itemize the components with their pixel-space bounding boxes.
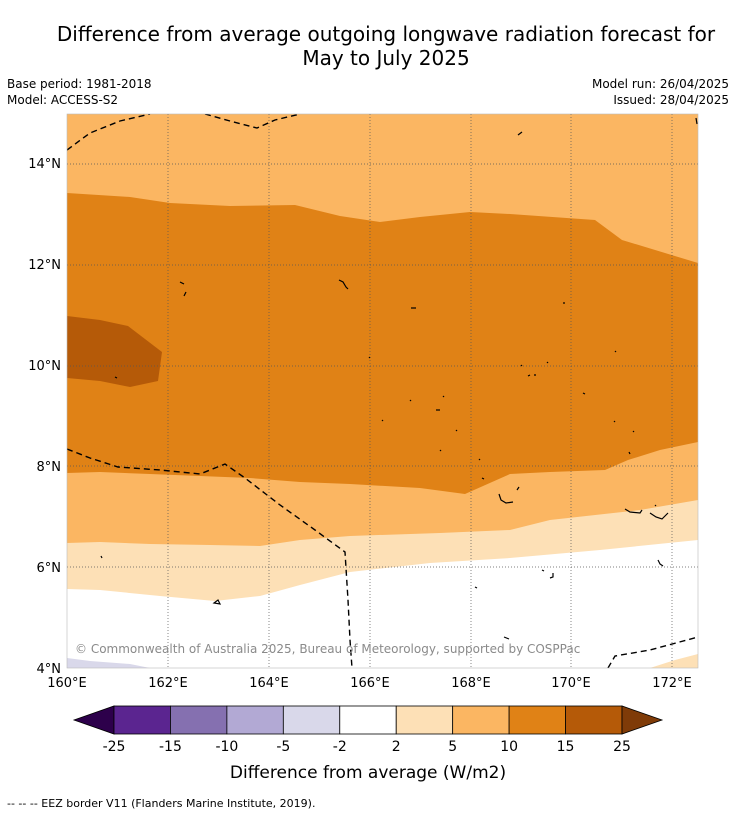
model-run: Model run: 26/04/2025 xyxy=(591,77,729,91)
lon-tick-162e: 162°E xyxy=(148,676,188,691)
title-line-2: May to July 2025 xyxy=(302,46,470,70)
colorbar-over-arrow xyxy=(621,705,664,735)
colorbar-tick-label: 25 xyxy=(613,739,631,755)
lon-tick-164e: 164°E xyxy=(249,676,289,691)
colorbar-ticks: -25 -15 -10 -5 -2 2 5 10 15 25 xyxy=(103,739,631,755)
copyright-watermark: © Commonwealth of Australia 2025, Bureau… xyxy=(75,642,580,656)
lat-tick-4n: 4°N xyxy=(37,662,62,677)
colorbar-tick-label: -25 xyxy=(103,739,126,755)
lat-ticks: 14°N 12°N 10°N 8°N 6°N 4°N xyxy=(28,157,61,677)
lon-tick-170e: 170°E xyxy=(551,676,591,691)
colorbar-segment xyxy=(452,705,510,735)
base-period: Base period: 1981-2018 xyxy=(7,77,152,91)
colorbar-segments xyxy=(113,705,623,735)
colorbar-tick-label: 10 xyxy=(500,739,518,755)
colorbar-label: Difference from average (W/m2) xyxy=(230,763,506,783)
lon-ticks: 160°E 162°E 164°E 166°E 168°E 170°E 172°… xyxy=(47,676,692,691)
lat-tick-12n: 12°N xyxy=(28,258,61,273)
colorbar-tick-label: 15 xyxy=(557,739,575,755)
colorbar-segment xyxy=(339,705,397,735)
lat-tick-10n: 10°N xyxy=(28,359,61,374)
lat-tick-14n: 14°N xyxy=(28,157,61,172)
colorbar-tick-label: -10 xyxy=(215,739,238,755)
colorbar-segment xyxy=(508,705,566,735)
colorbar-under-arrow xyxy=(72,705,115,735)
colorbar-tick-label: -15 xyxy=(159,739,182,755)
colorbar-segment xyxy=(226,705,284,735)
map-area: © Commonwealth of Australia 2025, Bureau… xyxy=(67,114,698,668)
lon-tick-160e: 160°E xyxy=(47,676,87,691)
band-15-25 xyxy=(67,316,162,387)
lat-tick-8n: 8°N xyxy=(37,460,62,475)
colorbar-tick-label: 2 xyxy=(392,739,401,755)
eez-borders xyxy=(67,114,698,668)
colorbar-tick-label: 5 xyxy=(448,739,457,755)
meta-left: Base period: 1981-2018 Model: ACCESS-S2 xyxy=(7,76,152,108)
colorbar-segment xyxy=(170,705,228,735)
band-2-5-corner xyxy=(650,654,698,668)
islands xyxy=(100,117,698,640)
colorbar: -25 -15 -10 -5 -2 2 5 10 15 25 Difference from av… xyxy=(72,705,664,783)
map-title: Difference from average outgoing longwav… xyxy=(0,22,736,70)
lon-tick-172e: 172°E xyxy=(652,676,692,691)
lon-tick-168e: 168°E xyxy=(451,676,491,691)
lon-tick-166e: 166°E xyxy=(350,676,390,691)
lat-tick-6n: 6°N xyxy=(37,561,62,576)
colorbar-tick-label: -2 xyxy=(333,739,347,755)
model-name: Model: ACCESS-S2 xyxy=(7,93,119,107)
colorbar-segment xyxy=(113,705,171,735)
meta-right: Model run: 26/04/2025 Issued: 28/04/2025 xyxy=(592,76,729,108)
colorbar-tick-label: -5 xyxy=(276,739,290,755)
band-negative-small xyxy=(67,658,150,668)
band-10-15 xyxy=(67,193,698,494)
title-line-1: Difference from average outgoing longwav… xyxy=(56,22,716,46)
issued-date: Issued: 28/04/2025 xyxy=(613,93,729,107)
map-grid xyxy=(67,114,698,668)
map-frame xyxy=(66,113,699,669)
colorbar-segment xyxy=(395,705,454,735)
colorbar-segment xyxy=(565,705,623,735)
colorbar-segment xyxy=(282,705,341,735)
eez-legend: -- -- -- EEZ border V11 (Flanders Marine… xyxy=(7,797,316,810)
